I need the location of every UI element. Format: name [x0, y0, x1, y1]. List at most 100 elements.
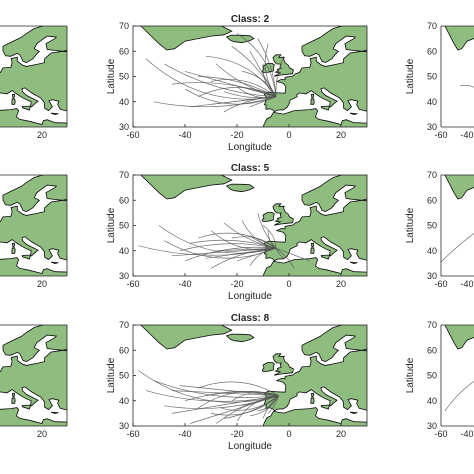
- y-tick-label: 50: [427, 221, 437, 231]
- trajectory-line: [441, 233, 474, 263]
- land-mass: [320, 254, 331, 260]
- land-mass: [444, 175, 474, 200]
- land-mass: [349, 112, 358, 116]
- land-mass: [11, 93, 16, 99]
- land-mass: [50, 112, 59, 116]
- land-mass: [225, 183, 255, 193]
- map-panel-1: Class: 2 -60 -40 -20 0 20 30 40 50 60 70 Longitude L…: [106, 14, 379, 153]
- x-tick-label: -60: [126, 429, 139, 439]
- y-tick-label: 70: [119, 320, 129, 330]
- x-tick-label: 20: [336, 279, 346, 289]
- trajectory-line: [197, 232, 277, 249]
- trajectory-line: [179, 385, 279, 397]
- trajectory-line: [459, 84, 474, 88]
- right-panel-1: 30 40 50 60 70 -60 -40 Latitude: [405, 21, 474, 140]
- land-mass: [0, 175, 67, 261]
- x-tick-label: -40: [178, 429, 191, 439]
- land-mass: [21, 404, 32, 410]
- trajectory-line: [231, 391, 279, 402]
- land-mass: [74, 412, 80, 415]
- land-mass: [320, 105, 331, 111]
- x-tick-label: 20: [336, 130, 346, 140]
- y-axis-label: Latitude: [106, 207, 117, 243]
- left-panel-1: 20: [0, 25, 80, 140]
- land-mass: [0, 108, 67, 127]
- right-panel-2: 30 40 50 60 70 -60 -40 Latitude: [405, 170, 474, 289]
- land-mass: [310, 93, 315, 99]
- land-mass: [272, 203, 294, 226]
- trajectory-line: [137, 370, 279, 403]
- panel-title: Class: 8: [231, 313, 270, 324]
- left-panel-3: 20: [0, 324, 80, 439]
- trajectory-line: [275, 56, 285, 97]
- trajectory-line: [210, 79, 277, 97]
- land-mass: [21, 254, 32, 260]
- y-tick-label: 30: [119, 421, 129, 431]
- trajectory-line: [205, 247, 277, 259]
- land-mass: [444, 26, 474, 51]
- y-tick-label: 60: [119, 345, 129, 355]
- land-mass: [263, 325, 367, 412]
- y-tick-label: 30: [119, 122, 129, 132]
- map-panel-3: Class: 8 -60 -40 -20 0 20 30 40 50 60 70 Longitude L…: [106, 313, 379, 452]
- trajectory-line: [164, 240, 277, 259]
- land-mass: [50, 261, 59, 265]
- land-mass: [263, 175, 367, 262]
- y-tick-label: 40: [119, 97, 129, 107]
- land-mass: [262, 407, 367, 426]
- y-tick-label: 60: [427, 345, 437, 355]
- y-axis-label: Latitude: [405, 357, 416, 393]
- x-tick-label: 20: [336, 429, 346, 439]
- trajectory-line: [275, 248, 285, 259]
- y-tick-label: 40: [119, 246, 129, 256]
- land-mass: [140, 175, 233, 200]
- x-tick-label: 20: [37, 429, 47, 439]
- trajectory-line: [171, 395, 279, 414]
- land-mass: [373, 262, 379, 265]
- land-mass: [310, 247, 315, 254]
- trajectory-line: [444, 380, 474, 412]
- land-mass: [261, 212, 275, 222]
- land-mass: [225, 34, 255, 44]
- trajectory-line: [223, 91, 277, 99]
- land-mass: [262, 108, 367, 127]
- y-tick-label: 70: [427, 170, 437, 180]
- x-tick-label: -20: [230, 429, 243, 439]
- land-mass: [263, 26, 367, 113]
- y-tick-label: 30: [427, 271, 437, 281]
- center-panel-column: Class: 2 -60 -40 -20 0 20 30 40 50 60 70 Longitude L…: [106, 14, 379, 452]
- x-tick-label: -40: [460, 279, 473, 289]
- y-tick-label: 60: [119, 46, 129, 56]
- land-mass: [0, 26, 67, 112]
- y-axis-label: Latitude: [405, 207, 416, 243]
- x-tick-label: -20: [230, 279, 243, 289]
- trajectory-line: [197, 381, 279, 397]
- land-mass: [261, 362, 275, 372]
- land-mass: [11, 392, 16, 398]
- land-mass: [74, 113, 80, 116]
- land-mass: [140, 26, 233, 51]
- x-tick-label: 0: [286, 130, 291, 140]
- y-tick-label: 40: [119, 396, 129, 406]
- land-mass: [310, 397, 315, 404]
- y-axis-label: Latitude: [106, 58, 117, 94]
- trajectory-line: [262, 225, 277, 249]
- y-tick-label: 60: [427, 46, 437, 56]
- x-tick-label: 20: [37, 279, 47, 289]
- y-tick-label: 50: [119, 221, 129, 231]
- y-tick-label: 50: [119, 371, 129, 381]
- land-mass: [373, 113, 379, 116]
- land-mass: [0, 257, 67, 276]
- y-tick-label: 60: [427, 195, 437, 205]
- x-tick-label: -60: [434, 130, 447, 140]
- trajectory-line: [171, 82, 277, 98]
- x-tick-label: -60: [434, 429, 447, 439]
- left-panel-column: 20 20 20: [0, 25, 80, 439]
- land-mass: [320, 404, 331, 410]
- trajectory-line: [205, 391, 279, 397]
- y-tick-label: 70: [119, 170, 129, 180]
- land-mass: [373, 412, 379, 415]
- land-mass: [444, 325, 474, 350]
- land-mass: [11, 397, 16, 404]
- land-mass: [11, 242, 16, 248]
